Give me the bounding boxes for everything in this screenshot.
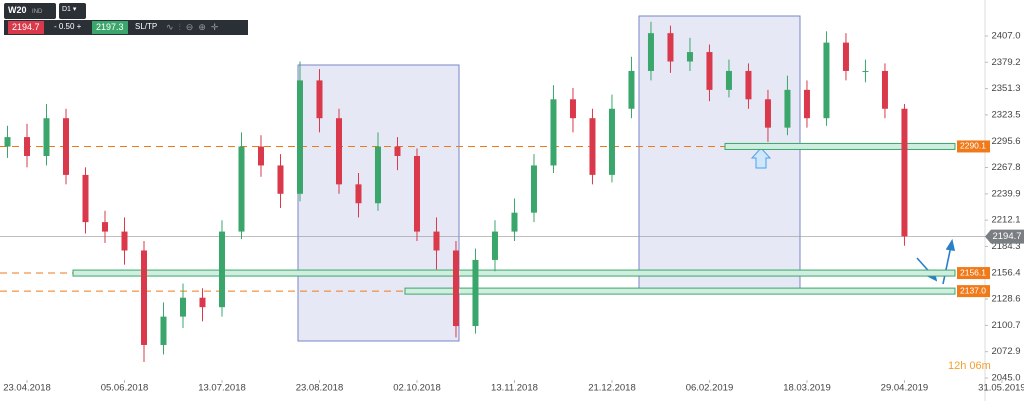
tool-icons[interactable]: ∿⫶⊖⊕✛ <box>166 22 224 32</box>
x-tick-label: 23.04.2018 <box>3 383 51 394</box>
candle-body <box>238 146 245 232</box>
y-tick-label: 2295.6 <box>991 136 1020 147</box>
level-label: 2290.1 <box>960 141 986 151</box>
candle-body <box>121 231 128 251</box>
x-tick-label: 18.03.2019 <box>783 383 831 394</box>
candle-body <box>589 118 596 175</box>
candle-body <box>4 137 11 147</box>
level-label: 2137.0 <box>960 285 986 295</box>
y-tick-label: 2239.9 <box>991 188 1020 199</box>
candle-body <box>647 33 654 71</box>
candle-body <box>218 231 225 308</box>
level-label: 2156.1 <box>960 267 986 277</box>
candle-body <box>82 174 89 223</box>
x-tick-label: 02.10.2018 <box>393 383 441 394</box>
timeframe-box[interactable]: D1 ▾ <box>59 3 86 19</box>
candle-body <box>413 155 420 232</box>
level-tag <box>957 285 990 298</box>
candle-body <box>784 89 791 128</box>
candle-body <box>24 137 31 156</box>
candle-body <box>803 89 810 119</box>
x-tick-label: 21.12.2018 <box>588 383 636 394</box>
sl-tp-button[interactable]: SL/TP <box>135 22 158 31</box>
y-tick-label: 2379.2 <box>991 57 1020 68</box>
buy-button[interactable]: 2197.3 <box>92 21 128 34</box>
x-tick-label: 05.06.2018 <box>101 383 149 394</box>
candle-body <box>102 222 109 232</box>
y-tick-label: 2407.0 <box>991 31 1020 42</box>
last-price-tag <box>985 229 1024 244</box>
level-zone <box>724 142 956 150</box>
candle-body <box>745 70 752 100</box>
candle-body <box>160 316 167 345</box>
candle-body <box>199 297 206 308</box>
candle-body <box>63 118 70 175</box>
candle-body <box>316 80 323 119</box>
y-tick-label: 2267.8 <box>991 162 1020 173</box>
candle-body <box>257 146 264 166</box>
y-tick-label: 2351.3 <box>991 83 1020 94</box>
candle-body <box>881 70 888 109</box>
y-tick-label: 2184.3 <box>991 241 1020 252</box>
candle-body <box>862 70 869 72</box>
sell-button[interactable]: 2194.7 <box>8 21 44 34</box>
countdown: 12h 06m <box>948 360 991 372</box>
timeframe: D1 <box>62 6 71 13</box>
candle-body <box>901 108 908 237</box>
y-tick-label: 2128.6 <box>991 294 1020 305</box>
x-tick-label: 13.11.2018 <box>491 383 538 394</box>
candle-body <box>43 118 50 156</box>
candle-body <box>296 80 303 194</box>
spread[interactable]: - 0.50 + <box>54 22 82 31</box>
last-price-label: 2194.7 <box>992 231 1021 242</box>
candle-body <box>491 231 498 260</box>
candle-body <box>842 42 849 71</box>
x-tick-label: 29.04.2019 <box>881 383 929 394</box>
level-tag <box>957 267 990 280</box>
candle-body <box>550 99 557 166</box>
candle-body <box>374 146 381 204</box>
y-tick-label: 2323.5 <box>991 109 1020 120</box>
candle-body <box>277 165 284 194</box>
level-zone <box>72 269 956 277</box>
candle-body <box>530 165 537 213</box>
candle-body <box>433 231 440 251</box>
candle-body <box>686 52 693 62</box>
candle-body <box>667 33 674 62</box>
y-tick-label: 2156.4 <box>991 267 1020 278</box>
instrument: W20 <box>8 5 27 15</box>
candle-body <box>140 250 147 345</box>
candle-body <box>628 70 635 109</box>
candle-body <box>452 250 459 327</box>
y-tick-label: 2212.1 <box>991 215 1020 226</box>
candle-body <box>764 99 771 128</box>
candle-body <box>608 108 615 175</box>
order-bar: 2194.7 - 0.50 + 2197.3 SL/TP ∿⫶⊖⊕✛ <box>4 20 248 35</box>
level-zone <box>404 287 956 295</box>
candle-body <box>511 212 518 232</box>
y-tick-label: 2045.0 <box>991 373 1020 384</box>
arrows <box>750 147 956 285</box>
candle-body <box>725 70 732 90</box>
candle-body <box>569 99 576 119</box>
market: IND <box>32 9 43 15</box>
instrument-box[interactable]: W20 IND <box>4 3 56 19</box>
x-tick-label: 31.05.2019 <box>978 383 1024 394</box>
x-tick-label: 06.02.2019 <box>686 383 734 394</box>
x-tick-label: 23.08.2018 <box>296 383 344 394</box>
candle-body <box>706 52 713 90</box>
x-tick-label: 13.07.2018 <box>198 383 246 394</box>
candle-body <box>394 146 401 156</box>
candle-body <box>355 184 362 204</box>
range-box <box>638 15 801 294</box>
candle-body <box>179 297 186 317</box>
candle-body <box>335 118 342 185</box>
y-tick-label: 2072.9 <box>991 346 1020 357</box>
level-tag <box>957 140 990 153</box>
y-tick-label: 2100.7 <box>991 320 1020 331</box>
candle-body <box>823 42 830 119</box>
candle-body <box>472 259 479 327</box>
